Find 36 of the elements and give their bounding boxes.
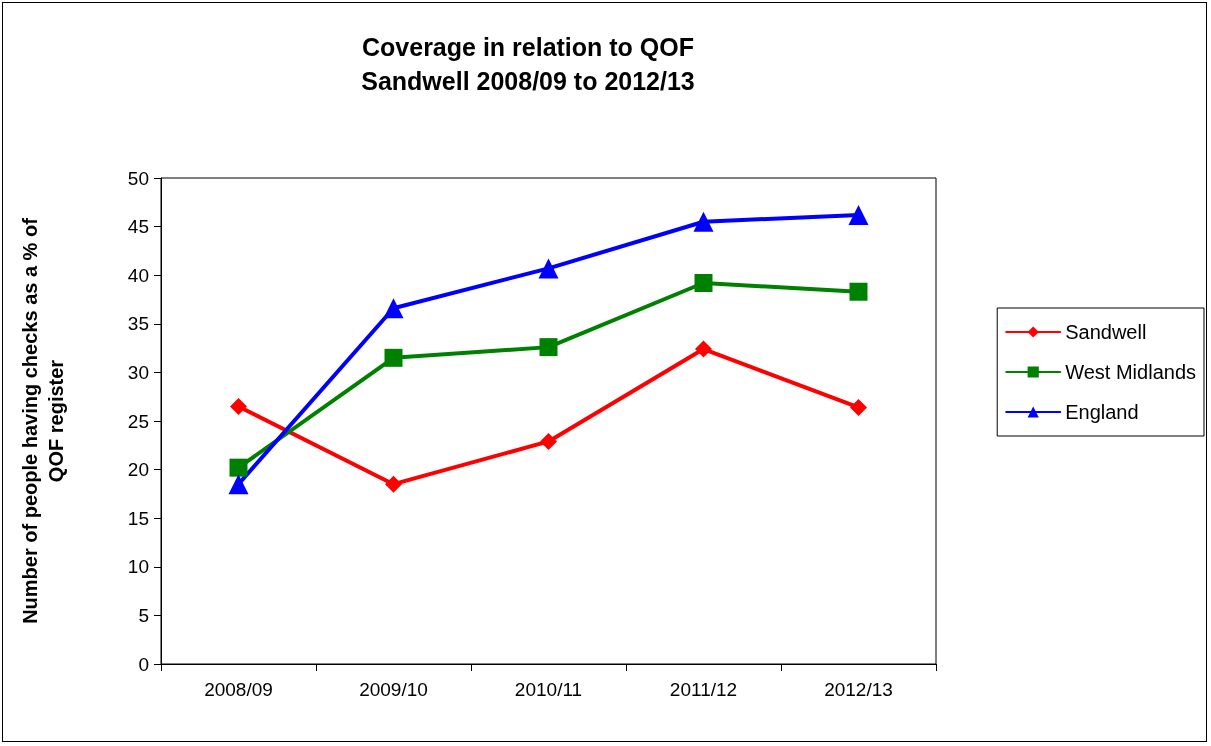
legend-label: West Midlands xyxy=(1065,361,1197,383)
point xyxy=(230,397,247,415)
point xyxy=(694,273,713,292)
point xyxy=(848,204,869,225)
x-tick-label: 2009/10 xyxy=(359,679,428,700)
point xyxy=(695,340,712,358)
y-tick-label: 50 xyxy=(127,167,149,189)
y-tick-label: 20 xyxy=(127,459,149,481)
point xyxy=(540,432,557,450)
y-tick-label: 40 xyxy=(127,264,149,286)
y-tick-label: 5 xyxy=(138,604,149,626)
y-axis-title: Number of people having checks as a % of QOF register xyxy=(19,217,67,624)
x-tick-label: 2010/11 xyxy=(514,679,583,700)
point xyxy=(538,258,559,279)
y-tick-label: 0 xyxy=(138,653,149,675)
legend-label: Sandwell xyxy=(1065,321,1147,343)
point xyxy=(384,348,403,367)
point xyxy=(539,338,558,357)
point xyxy=(383,298,404,319)
x-tick-label: 2011/12 xyxy=(669,679,738,700)
y-tick-label: 15 xyxy=(127,507,149,529)
point xyxy=(693,211,714,232)
x-tick-label: 2012/13 xyxy=(824,679,893,700)
y-tick-label: 10 xyxy=(127,556,149,578)
y-tick-label: 30 xyxy=(127,361,149,383)
point xyxy=(228,474,249,495)
point xyxy=(229,458,248,477)
y-tick-label: 35 xyxy=(127,313,149,335)
x-tick-label: 2008/09 xyxy=(204,679,273,700)
point xyxy=(849,282,868,301)
y-tick-label: 25 xyxy=(127,410,149,432)
y-tick-label: 45 xyxy=(127,216,149,238)
point xyxy=(385,475,402,493)
chart-title: Coverage in relation to QOF Sandwell 2008/09 to 2012/13 xyxy=(361,33,695,95)
point xyxy=(850,398,867,416)
legend-label: England xyxy=(1065,401,1139,423)
